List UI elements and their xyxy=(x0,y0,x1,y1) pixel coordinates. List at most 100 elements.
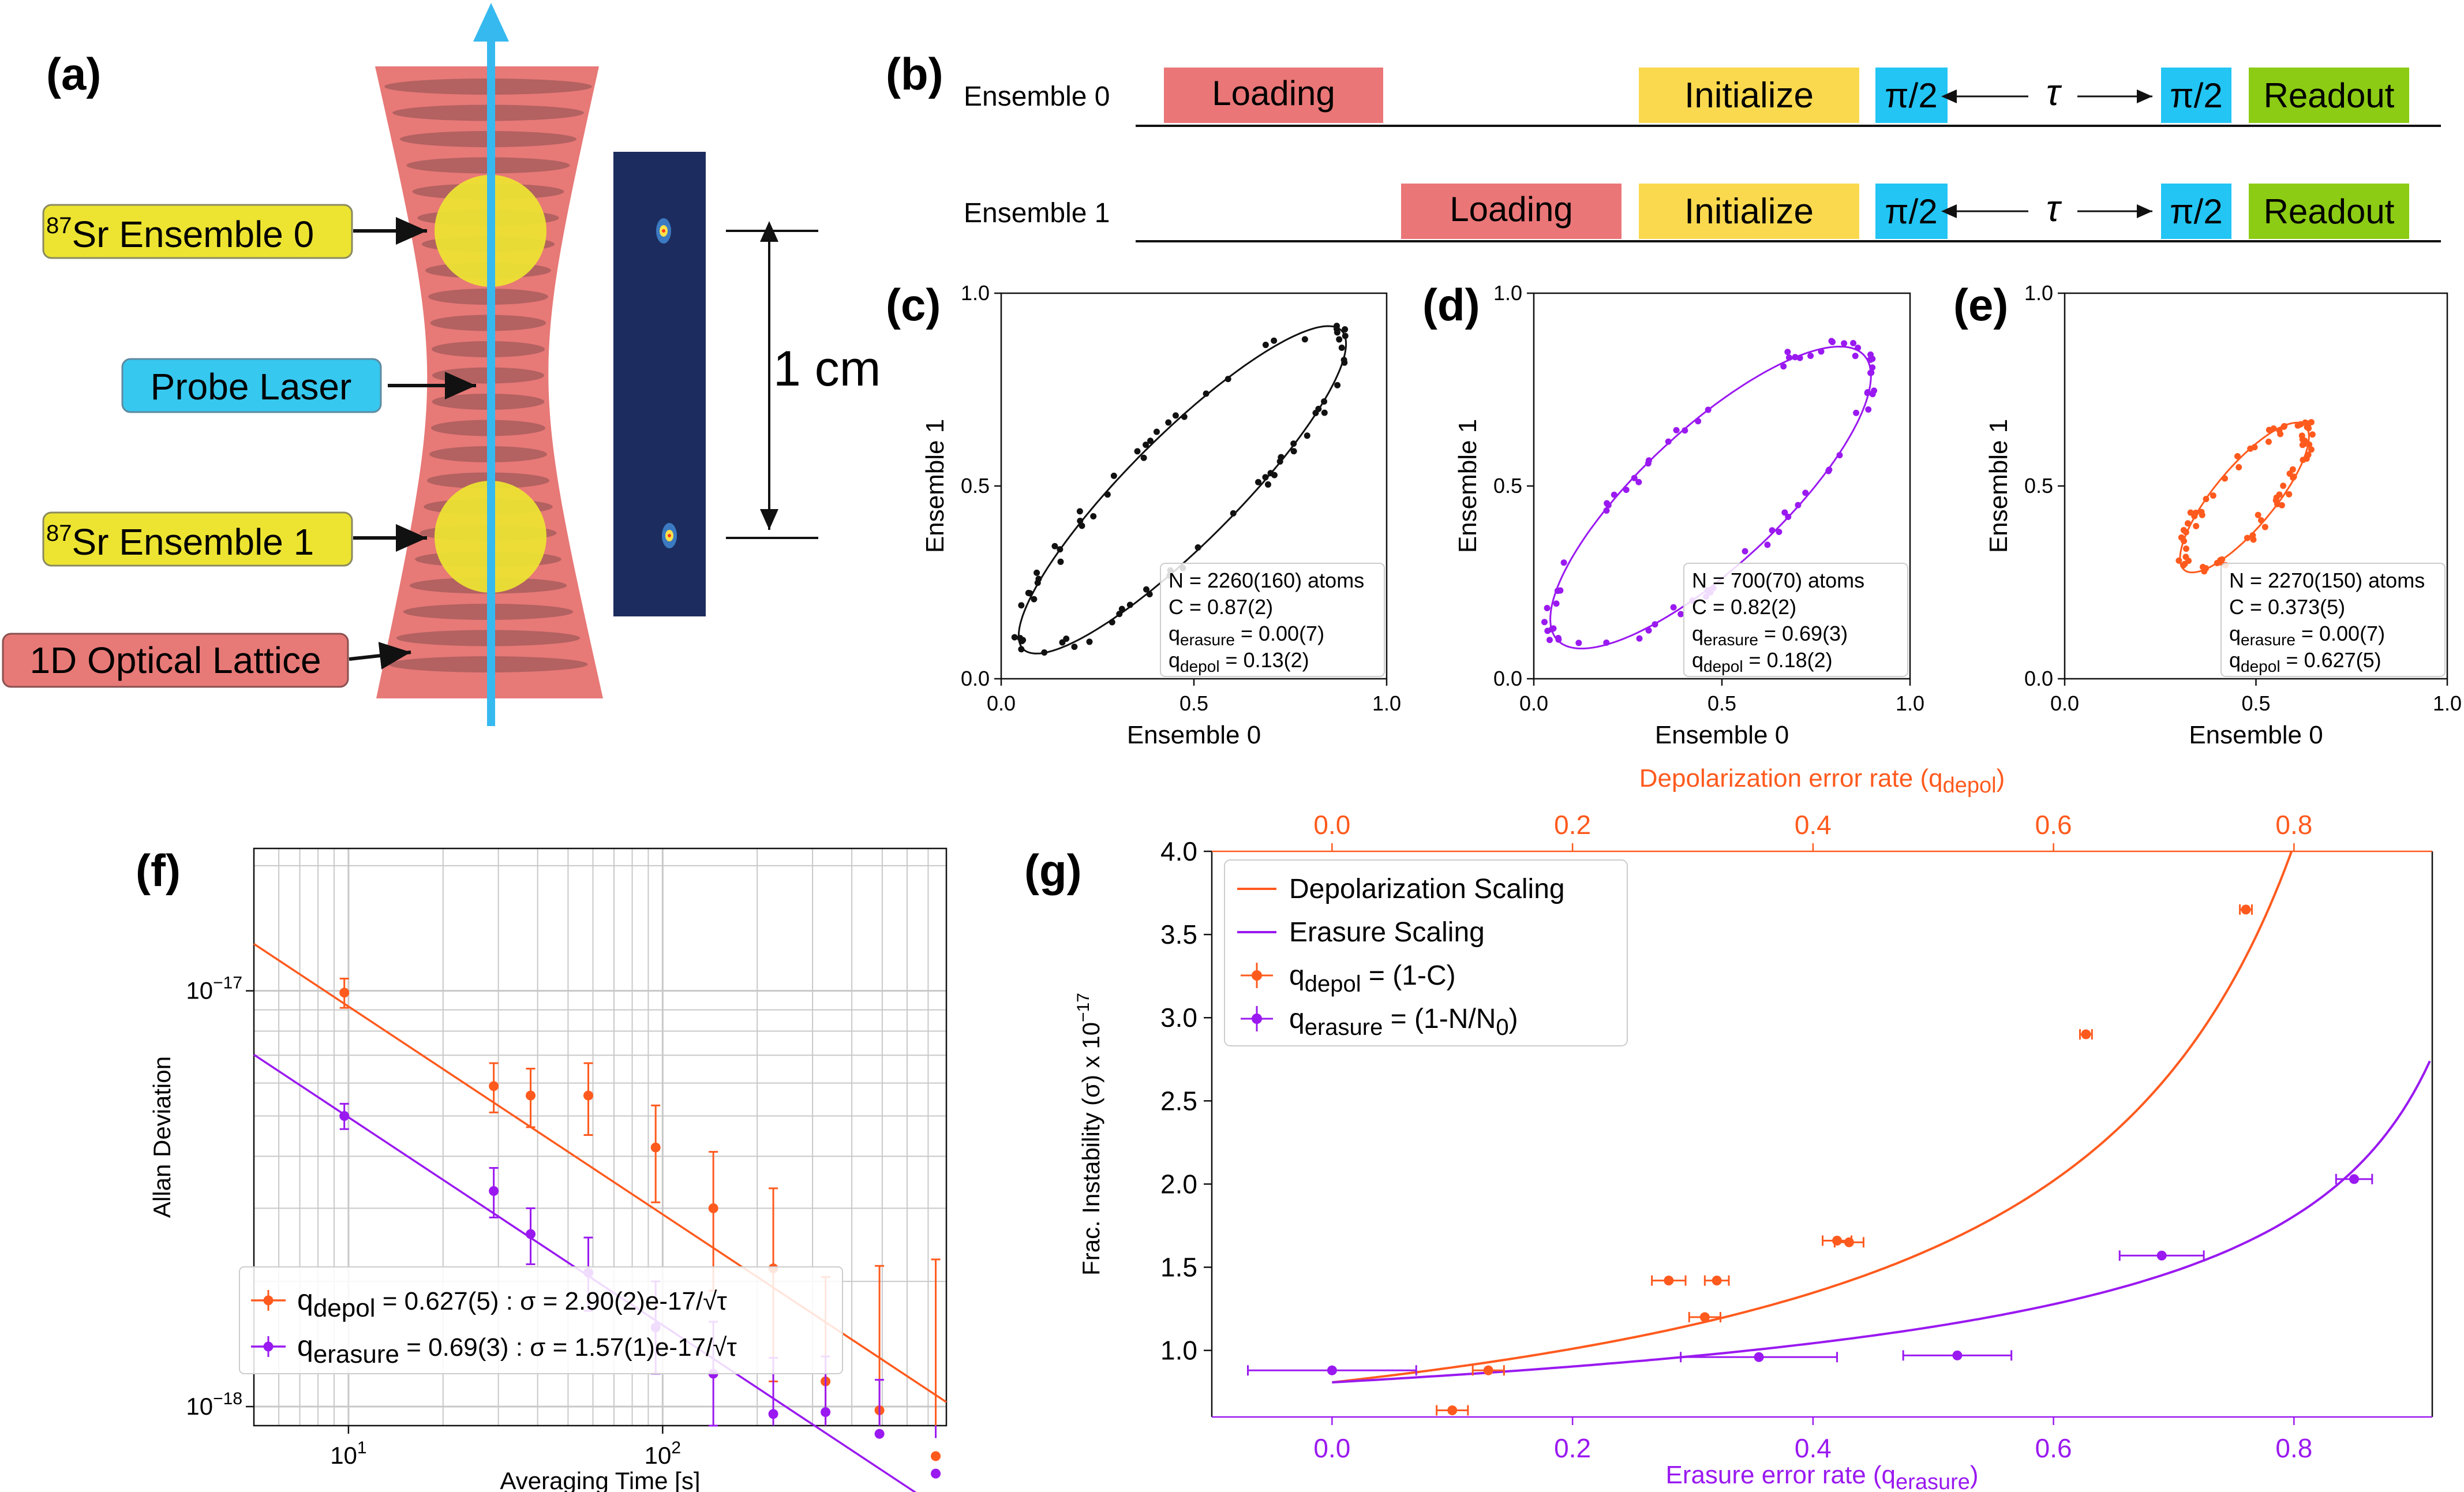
row-1-readout-block xyxy=(2249,184,2409,239)
panel-d-label: (d) xyxy=(1422,279,1480,330)
legend-text: Depolarization Scaling xyxy=(1289,874,1565,904)
data-point xyxy=(1826,466,1833,473)
data-point xyxy=(2183,545,2190,552)
y-tick-exp: −18 xyxy=(213,1389,242,1408)
plot-e: 0.00.0 0.5 0.5 1.0 1.0 Ensemble 0 Ensemble 1 N … xyxy=(1984,281,2462,749)
data-point xyxy=(2180,562,2187,569)
y-tick-label: 0.5 xyxy=(2024,474,2053,498)
panel-e-label: (e) xyxy=(1953,279,2008,330)
data-point xyxy=(1742,548,1748,555)
legend-sub2: 0 xyxy=(1496,1015,1508,1040)
panel-a-label: (a) xyxy=(46,48,101,99)
legend-main: Depolarization Scaling xyxy=(1289,874,1565,904)
data-point xyxy=(1623,487,1630,493)
data-point xyxy=(1560,559,1567,566)
data-point xyxy=(1181,413,1188,420)
data-point xyxy=(2276,491,2283,498)
x-tick-label: 0.4 xyxy=(1795,1433,1832,1463)
x-tick-label: 0.5 xyxy=(1179,691,1208,715)
x-tick-exp: 2 xyxy=(671,1438,681,1457)
legend-sub: erasure xyxy=(1305,1015,1383,1040)
callout-ensemble-1: 87Sr Ensemble 1 xyxy=(42,511,427,567)
data-point xyxy=(2306,441,2313,448)
data-point xyxy=(1143,442,1149,448)
data-point xyxy=(1116,611,1123,618)
data-point xyxy=(821,1407,831,1418)
data-point xyxy=(1553,600,1560,607)
legend-end: ) xyxy=(1509,1004,1518,1034)
x-axis-label-main: Erasure error rate (q xyxy=(1665,1461,1896,1489)
x-axis-label: Ensemble 0 xyxy=(1127,721,1261,749)
data-point xyxy=(339,1111,350,1121)
data-point xyxy=(1781,509,1788,516)
data-point xyxy=(2250,536,2257,543)
data-point xyxy=(1952,1350,1963,1360)
data-point xyxy=(1867,369,1874,376)
data-point xyxy=(2192,510,2199,517)
data-point xyxy=(489,1081,499,1091)
data-point xyxy=(2308,419,2315,426)
legend-sub: erasure xyxy=(1703,631,1758,649)
row-1-pi1: π/2 xyxy=(1885,192,1937,231)
data-point xyxy=(1290,448,1297,455)
row-1-readout: Readout xyxy=(2264,192,2395,231)
data-point xyxy=(2221,475,2228,482)
row-1-tau: τ xyxy=(2046,188,2062,229)
row-1-initialize-block xyxy=(1639,184,1859,239)
x-axis-label-end: ) xyxy=(1970,1461,1979,1489)
row-0-pi1: π/2 xyxy=(1885,76,1937,115)
row-1-pi1-block xyxy=(1875,184,1948,239)
y-tick-label: 10−18 xyxy=(186,1389,242,1420)
legend-value: = 0.18(2) xyxy=(1743,648,1833,672)
data-point xyxy=(1546,637,1553,644)
data-point xyxy=(1334,382,1341,388)
data-point xyxy=(1795,502,1802,508)
panel-b: (b) Ensemble 0 Loading Initialize π/2 τ … xyxy=(886,48,2441,242)
fit-ellipse xyxy=(2179,421,2310,574)
data-point xyxy=(1631,474,1638,481)
data-point xyxy=(2241,904,2251,915)
probe-laser-arrow-head xyxy=(473,3,509,42)
data-point xyxy=(1267,470,1274,477)
legend-value: = 0.13(2) xyxy=(1220,648,1309,672)
data-point xyxy=(1172,412,1179,419)
data-point xyxy=(2272,497,2279,504)
row-0-pi2: π/2 xyxy=(2170,76,2222,115)
x-axis-label: Ensemble 0 xyxy=(1655,721,1789,749)
x-tick-label: 1.0 xyxy=(2433,691,2462,715)
legend-marker xyxy=(1252,1014,1262,1024)
x-tick-exp: 1 xyxy=(357,1438,367,1457)
data-point xyxy=(1754,1352,1764,1362)
svg-text:87Sr Ensemble 0: 87Sr Ensemble 0 xyxy=(46,213,314,255)
data-point xyxy=(2193,522,2200,529)
y-tick-label: 1.0 xyxy=(1493,281,1522,305)
data-point xyxy=(1031,596,1038,603)
y-axis-label: Allan Deviation xyxy=(148,1056,175,1218)
data-point xyxy=(1051,543,1058,549)
legend-q: q xyxy=(297,1284,313,1316)
legend-box xyxy=(239,1266,843,1374)
data-point xyxy=(1126,601,1133,608)
data-point xyxy=(1869,391,1876,398)
plot-frame xyxy=(253,847,948,1427)
x-tick-label: 0.6 xyxy=(2035,1433,2072,1463)
data-point xyxy=(1665,438,1672,445)
data-point xyxy=(2286,491,2293,498)
callout-probe-laser: Probe Laser xyxy=(121,358,476,413)
x2-axis-label-sub: depol xyxy=(1943,773,1997,798)
data-point xyxy=(2290,474,2297,481)
row-0-tau: τ xyxy=(2046,72,2062,113)
data-point xyxy=(1853,409,1860,416)
data-point xyxy=(2280,483,2287,489)
legend-main: q xyxy=(1289,1004,1305,1034)
y-axis-label: Ensemble 1 xyxy=(921,419,949,553)
legend-entry: qerasure = 0.69(3) xyxy=(1692,622,1848,649)
legend-value: = 0.627(5) xyxy=(2280,648,2381,672)
row-1-pi2: π/2 xyxy=(2170,192,2222,231)
data-point xyxy=(1321,398,1328,405)
data-point xyxy=(1336,336,1343,343)
callout-ensemble-1-sup: 87 xyxy=(46,521,72,546)
data-point xyxy=(2234,453,2241,460)
data-point xyxy=(2185,558,2192,564)
